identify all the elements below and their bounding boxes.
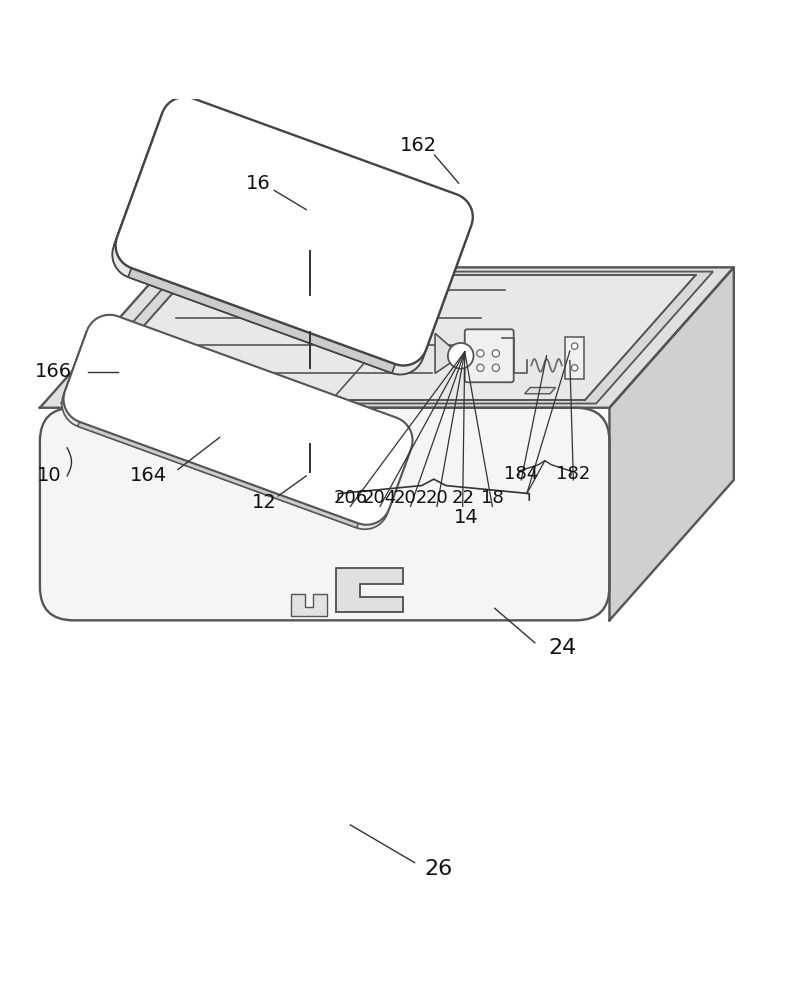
Text: 162: 162 [400, 136, 437, 155]
FancyBboxPatch shape [40, 408, 609, 620]
Circle shape [492, 350, 499, 357]
Polygon shape [336, 568, 403, 612]
Polygon shape [40, 267, 734, 408]
Text: 182: 182 [556, 465, 591, 483]
Polygon shape [64, 315, 412, 525]
Text: 20: 20 [426, 489, 448, 507]
Polygon shape [78, 275, 696, 400]
Polygon shape [525, 388, 555, 394]
Polygon shape [60, 272, 713, 404]
Polygon shape [62, 319, 411, 529]
Text: 164: 164 [130, 466, 167, 485]
Polygon shape [114, 113, 163, 246]
Text: 26: 26 [424, 859, 452, 879]
FancyBboxPatch shape [565, 337, 584, 379]
Text: 206: 206 [333, 489, 367, 507]
Text: 204: 204 [363, 489, 397, 507]
Polygon shape [609, 267, 734, 620]
Polygon shape [128, 268, 395, 373]
Polygon shape [291, 594, 328, 616]
Text: 22: 22 [451, 489, 474, 507]
Polygon shape [116, 97, 473, 366]
Circle shape [572, 343, 578, 349]
Circle shape [134, 335, 152, 353]
Text: 202: 202 [394, 489, 427, 507]
Circle shape [448, 343, 473, 369]
Text: 166: 166 [35, 362, 72, 381]
Circle shape [572, 365, 578, 371]
FancyBboxPatch shape [464, 329, 514, 382]
Text: 10: 10 [37, 466, 62, 485]
Circle shape [477, 364, 484, 371]
Polygon shape [64, 331, 87, 395]
Text: 16: 16 [246, 174, 270, 193]
Text: 18: 18 [481, 489, 504, 507]
Text: 12: 12 [252, 493, 277, 512]
Text: 24: 24 [549, 638, 577, 658]
Circle shape [477, 350, 484, 357]
Text: 184: 184 [504, 465, 539, 483]
Circle shape [492, 364, 499, 371]
Text: 14: 14 [453, 508, 478, 527]
Polygon shape [113, 106, 469, 375]
Polygon shape [78, 422, 358, 528]
Polygon shape [435, 333, 460, 373]
